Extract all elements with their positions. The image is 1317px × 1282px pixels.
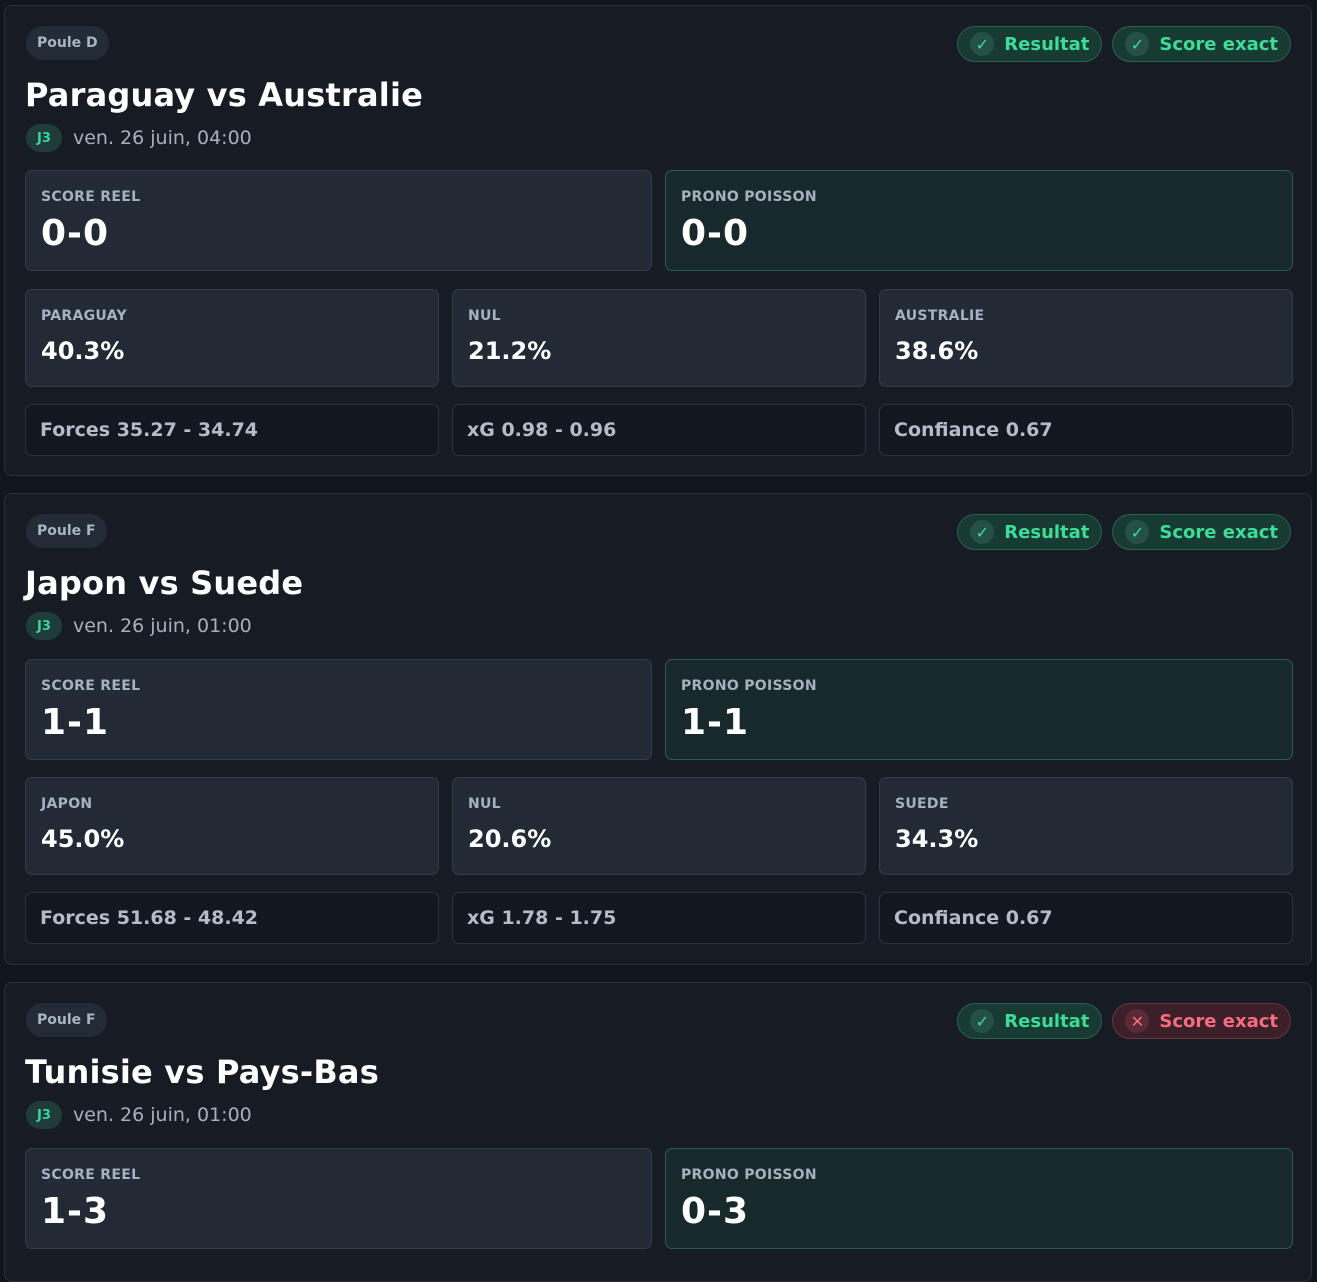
prob-value: 45.0% xyxy=(41,825,125,853)
prediction-label: PRONO POISSON xyxy=(681,678,817,694)
match-meta: J3 ven. 26 juin, 01:00 xyxy=(26,612,252,640)
prob-label: AUSTRALIE xyxy=(895,308,985,324)
group-tag: Poule F xyxy=(26,514,107,548)
match-card: Poule F ✓ Resultat ✕ Score exact Tunisie… xyxy=(4,982,1312,1282)
prob-label: NUL xyxy=(468,796,501,812)
prediction-value: 0-3 xyxy=(681,1191,750,1232)
check-icon: ✓ xyxy=(970,520,995,544)
real-score-label: SCORE REEL xyxy=(41,678,141,694)
exact-score-badge: ✓ Score exact xyxy=(1112,26,1291,62)
result-badges: ✓ Resultat ✓ Score exact xyxy=(957,514,1291,550)
result-badge: ✓ Resultat xyxy=(957,1003,1103,1039)
match-meta: J3 ven. 26 juin, 01:00 xyxy=(26,1101,252,1129)
prediction-box: PRONO POISSON 0-3 xyxy=(665,1148,1293,1249)
check-icon: ✓ xyxy=(970,32,995,56)
result-badge: ✓ Resultat xyxy=(957,26,1103,62)
prob-draw-box: NUL 20.6% xyxy=(452,777,866,875)
exact-score-badge: ✕ Score exact xyxy=(1112,1003,1291,1039)
match-card: Poule F ✓ Resultat ✓ Score exact Japon v… xyxy=(4,493,1312,965)
forces-stat: Forces 35.27 - 34.74 xyxy=(25,404,439,456)
match-meta: J3 ven. 26 juin, 04:00 xyxy=(26,124,252,152)
badge-label: Resultat xyxy=(1004,521,1090,543)
prob-away-box: AUSTRALIE 38.6% xyxy=(879,289,1293,387)
group-tag: Poule F xyxy=(26,1003,107,1037)
exact-score-badge: ✓ Score exact xyxy=(1112,514,1291,550)
real-score-box: SCORE REEL 0-0 xyxy=(25,170,652,271)
xg-stat: xG 0.98 - 0.96 xyxy=(452,404,866,456)
real-score-value: 1-1 xyxy=(41,702,110,743)
match-title: Tunisie vs Pays-Bas xyxy=(25,1053,379,1091)
forces-stat: Forces 51.68 - 48.42 xyxy=(25,892,439,944)
confidence-stat: Confiance 0.67 xyxy=(879,404,1293,456)
real-score-value: 0-0 xyxy=(41,213,110,254)
prob-home-box: JAPON 45.0% xyxy=(25,777,439,875)
prediction-value: 1-1 xyxy=(681,702,750,743)
prob-value: 38.6% xyxy=(895,337,979,365)
result-badges: ✓ Resultat ✕ Score exact xyxy=(957,1003,1291,1039)
prob-away-box: SUEDE 34.3% xyxy=(879,777,1293,875)
match-date: ven. 26 juin, 01:00 xyxy=(73,615,252,637)
prediction-box: PRONO POISSON 1-1 xyxy=(665,659,1293,760)
match-title: Japon vs Suede xyxy=(25,564,304,602)
round-badge: J3 xyxy=(26,124,62,152)
round-badge: J3 xyxy=(26,1101,62,1129)
prob-home-box: PARAGUAY 40.3% xyxy=(25,289,439,387)
prediction-value: 0-0 xyxy=(681,213,750,254)
prediction-box: PRONO POISSON 0-0 xyxy=(665,170,1293,271)
badge-label: Resultat xyxy=(1004,33,1090,55)
prob-label: SUEDE xyxy=(895,796,949,812)
result-badges: ✓ Resultat ✓ Score exact xyxy=(957,26,1291,62)
group-tag: Poule D xyxy=(26,26,109,60)
badge-label: Score exact xyxy=(1159,1010,1278,1032)
real-score-box: SCORE REEL 1-1 xyxy=(25,659,652,760)
prob-value: 20.6% xyxy=(468,825,552,853)
round-badge: J3 xyxy=(26,612,62,640)
real-score-value: 1-3 xyxy=(41,1191,110,1232)
prob-label: NUL xyxy=(468,308,501,324)
prob-draw-box: NUL 21.2% xyxy=(452,289,866,387)
prob-value: 21.2% xyxy=(468,337,552,365)
xg-stat: xG 1.78 - 1.75 xyxy=(452,892,866,944)
prob-value: 40.3% xyxy=(41,337,125,365)
match-title: Paraguay vs Australie xyxy=(25,76,424,114)
badge-label: Resultat xyxy=(1004,1010,1090,1032)
real-score-label: SCORE REEL xyxy=(41,1167,141,1183)
match-date: ven. 26 juin, 01:00 xyxy=(73,1104,252,1126)
confidence-stat: Confiance 0.67 xyxy=(879,892,1293,944)
result-badge: ✓ Resultat xyxy=(957,514,1103,550)
cross-icon: ✕ xyxy=(1125,1009,1150,1033)
prediction-label: PRONO POISSON xyxy=(681,1167,817,1183)
prediction-label: PRONO POISSON xyxy=(681,189,817,205)
check-icon: ✓ xyxy=(1125,32,1150,56)
badge-label: Score exact xyxy=(1159,33,1278,55)
prob-label: JAPON xyxy=(41,796,93,812)
real-score-box: SCORE REEL 1-3 xyxy=(25,1148,652,1249)
match-date: ven. 26 juin, 04:00 xyxy=(73,127,252,149)
check-icon: ✓ xyxy=(1125,520,1150,544)
match-card: Poule D ✓ Resultat ✓ Score exact Paragua… xyxy=(4,5,1312,476)
real-score-label: SCORE REEL xyxy=(41,189,141,205)
prob-label: PARAGUAY xyxy=(41,308,127,324)
prob-value: 34.3% xyxy=(895,825,979,853)
badge-label: Score exact xyxy=(1159,521,1278,543)
check-icon: ✓ xyxy=(970,1009,995,1033)
